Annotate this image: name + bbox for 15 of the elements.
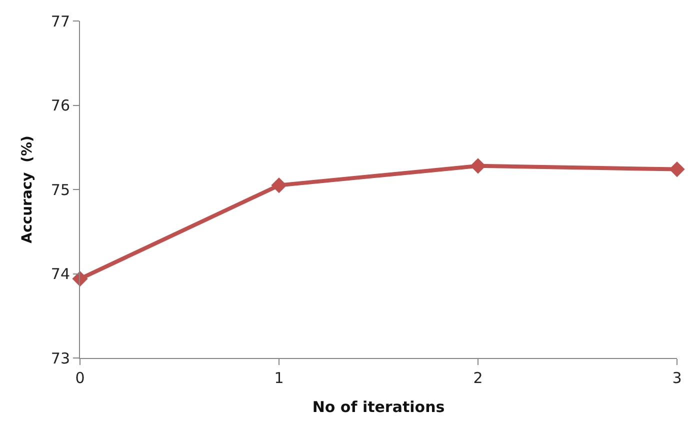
y-tick-label: 75 bbox=[50, 180, 70, 199]
point bbox=[72, 271, 88, 287]
y-tick-label: 73 bbox=[50, 349, 70, 368]
y-tick-label: 77 bbox=[50, 12, 70, 30]
x-tick-label: 1 bbox=[274, 369, 284, 387]
y-tick-label: 76 bbox=[50, 96, 70, 114]
y-axis-title: Accuracy (%) bbox=[20, 136, 36, 244]
point bbox=[470, 158, 486, 174]
x-tick-label: 3 bbox=[672, 369, 682, 387]
y-tick-label: 74 bbox=[50, 265, 70, 283]
x-tick-label: 0 bbox=[75, 369, 85, 387]
x-tick-label: 2 bbox=[473, 369, 483, 387]
point bbox=[669, 161, 685, 178]
x-axis-title: No of iterations bbox=[312, 398, 445, 416]
point bbox=[271, 177, 287, 194]
